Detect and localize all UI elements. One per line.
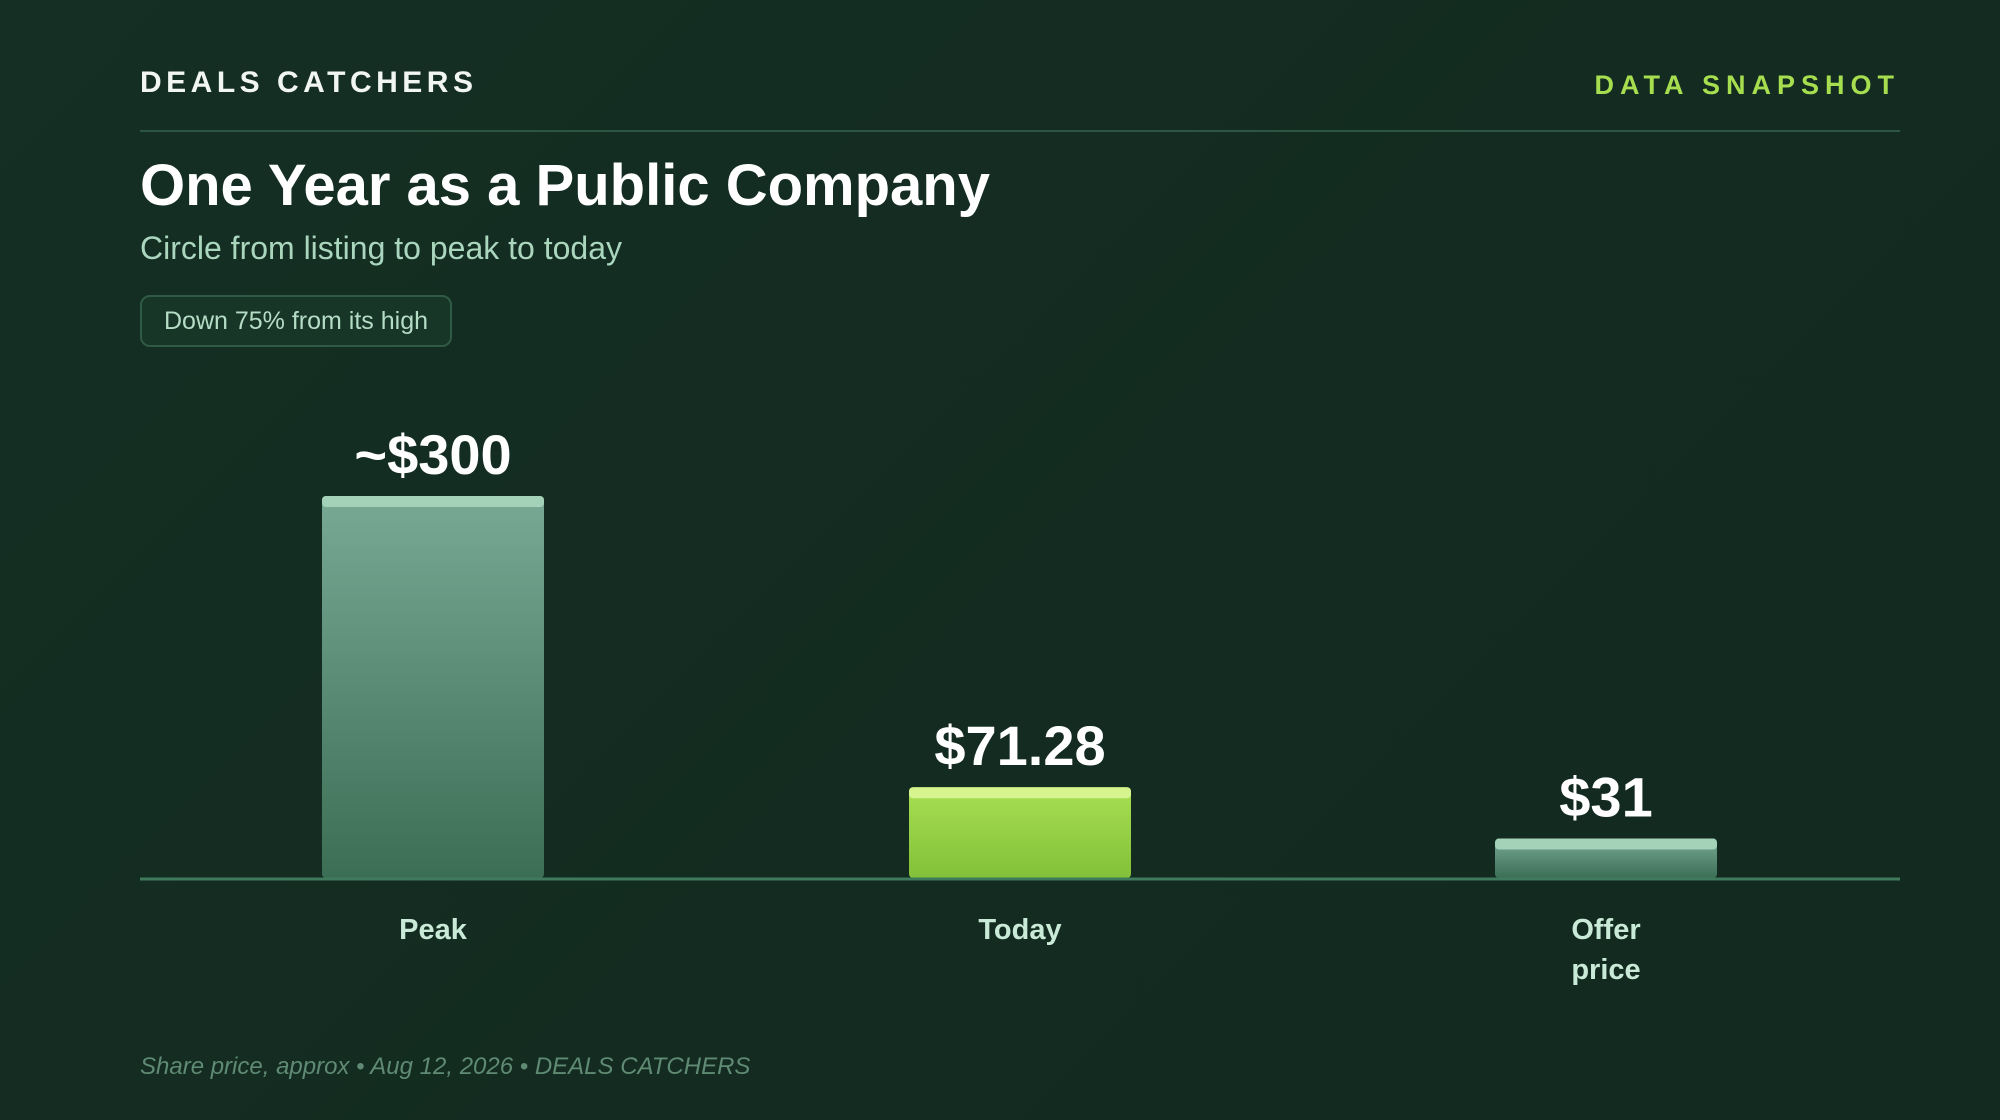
category-label: Peak (399, 914, 468, 946)
source-footnote: Share price, approx • Aug 12, 2026 • DEA… (140, 1053, 751, 1080)
bar-peak (322, 496, 544, 878)
bar-cap (909, 787, 1131, 799)
bar-today (909, 787, 1131, 878)
category-label: Today (978, 914, 1061, 946)
page-subtitle: Circle from listing to peak to today (140, 230, 622, 266)
header-divider (140, 130, 1900, 132)
category-label: price (1571, 954, 1640, 986)
data-label: $31 (1559, 766, 1652, 829)
bar-cap (322, 496, 544, 507)
page-title: One Year as a Public Company (140, 153, 990, 218)
data-label: $71.28 (934, 714, 1105, 777)
category-label: Offer (1571, 914, 1640, 946)
status-badge: Down 75% from its high (140, 295, 453, 347)
section-tag: DATA SNAPSHOT (1594, 70, 1900, 100)
data-label: ~$300 (354, 423, 511, 486)
bar-cap (1495, 838, 1717, 850)
brand-name: DEALS CATCHERS (140, 66, 478, 99)
